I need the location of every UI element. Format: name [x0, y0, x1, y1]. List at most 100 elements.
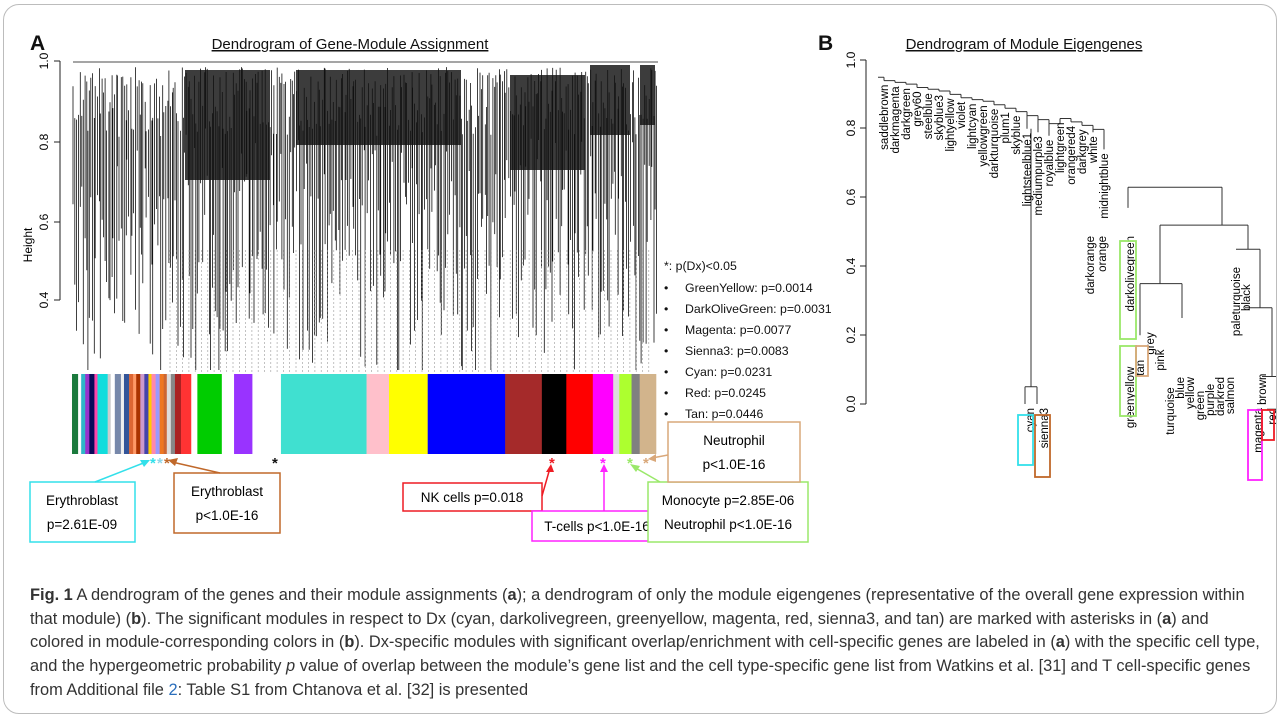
- leaf-label: paleturquoise: [1231, 267, 1243, 336]
- leaf-label: brown: [1257, 374, 1269, 405]
- module-color-segment: [619, 374, 632, 454]
- callout-text: Neutrophil p<1.0E-16: [664, 517, 792, 532]
- callout-erythroblast-cyan: Erythroblast p=2.61E-09: [29, 460, 150, 543]
- asterisk-darkolivegreen: *: [272, 455, 278, 472]
- module-color-segment: [155, 374, 160, 454]
- leaf-label: mediumpurple3: [1033, 136, 1045, 215]
- callout-text: p<1.0E-16: [703, 457, 766, 472]
- module-color-segment: [566, 374, 594, 454]
- leaf-label: midnightblue: [1099, 153, 1111, 218]
- module-color-segment: [541, 374, 567, 454]
- leaf-label: sienna3: [1039, 408, 1051, 448]
- leaf-label: magenta: [1253, 407, 1265, 452]
- caption-text: ). The significant modules in respect to…: [141, 609, 1163, 628]
- leaf-label: royalblue: [1044, 140, 1056, 187]
- panel-b-label: B: [818, 32, 833, 55]
- legend-item-darkolivegreen: DarkOliveGreen: p=0.0031: [685, 302, 832, 316]
- leaf-label: saddlebrown: [879, 85, 891, 150]
- callout-monocyte-neutrophil: Monocyte p=2.85E-06 Neutrophil p<1.0E-16: [630, 464, 809, 543]
- legend-bullet: •: [664, 323, 668, 337]
- module-color-segment: [366, 374, 390, 454]
- module-color-segment: [181, 374, 192, 454]
- module-color-segment: [221, 374, 235, 454]
- eigengene-leaf-labels: saddlebrown darkmagenta darkgreen grey60 ste…: [879, 85, 1279, 453]
- leaf-label: lightsteelblue1: [1022, 133, 1034, 207]
- significance-legend: *: p(Dx)<0.05 • GreenYellow: p=0.0014 • …: [664, 259, 832, 421]
- additional-file-link[interactable]: 2: [168, 680, 178, 699]
- leaf-label: lightcyan: [967, 104, 979, 149]
- legend-bullet: •: [664, 281, 668, 295]
- legend-item-tan: Tan: p=0.0446: [685, 407, 763, 421]
- legend-bullet: •: [664, 344, 668, 358]
- panel-a-y-axis-label: Height: [21, 227, 35, 262]
- module-highlight-box: [1034, 414, 1051, 478]
- module-color-segment: [252, 374, 282, 454]
- callout-text: Erythroblast: [46, 493, 118, 508]
- leaf-label: pink: [1155, 349, 1167, 370]
- leaf-label: lightgreen: [1055, 123, 1067, 174]
- leaf-label: red: [1267, 408, 1279, 425]
- leaf-label: skyblue3: [934, 95, 946, 140]
- module-color-segment: [114, 374, 122, 454]
- caption-text: value of overlap between the module’s ge…: [30, 657, 1251, 699]
- module-color-segment: [129, 374, 134, 454]
- leaf-label: darkgrey: [1077, 129, 1089, 174]
- module-asterisks: * * * * * * * *: [150, 455, 649, 472]
- module-color-segment: [72, 374, 79, 454]
- module-color-segment: [280, 374, 367, 454]
- panel-a-title: Dendrogram of Gene-Module Assignment: [212, 36, 490, 53]
- module-color-bar: [72, 374, 657, 454]
- callout-erythroblast-sienna: Erythroblast p<1.0E-16: [168, 458, 281, 534]
- legend-item-sienna3: Sienna3: p=0.0083: [685, 344, 789, 358]
- module-color-segment: [151, 374, 156, 454]
- legend-bullet: •: [664, 302, 668, 316]
- module-color-segment: [120, 374, 125, 454]
- leaf-label: grey60: [912, 92, 924, 127]
- panel-b-y-axis: [860, 59, 867, 405]
- leaf-label: plum1: [1000, 112, 1012, 143]
- legend-item-greenyellow: GreenYellow: p=0.0014: [685, 281, 813, 295]
- callout-text: NK cells p=0.018: [421, 490, 523, 505]
- module-highlight-box: [1119, 240, 1137, 340]
- callout-t-cells: T-cells p<1.0E-16: [531, 464, 664, 542]
- callout-text: p<1.0E-16: [196, 508, 259, 523]
- asterisk-red: *: [549, 455, 555, 472]
- legend-item-red: Red: p=0.0245: [685, 386, 766, 400]
- leaf-label: salmon: [1225, 377, 1237, 414]
- significant-module-boxes: [1017, 240, 1275, 481]
- module-color-segment: [197, 374, 223, 454]
- module-color-segment: [170, 374, 176, 454]
- dendrogram-dense-cluster: [640, 65, 655, 125]
- asterisk-greenyellow: *: [627, 455, 633, 472]
- leaf-label: turquoise: [1165, 387, 1177, 434]
- panel-b-ytick-5: 0.2: [844, 326, 858, 343]
- figure-panels: A Dendrogram of Gene-Module Assignment 1…: [21, 32, 1279, 543]
- legend-header: *: p(Dx)<0.05: [664, 259, 737, 273]
- module-color-segment: [613, 374, 620, 454]
- leaf-label: yellow: [1185, 376, 1197, 409]
- panel-b-ytick-6: 0.0: [844, 395, 858, 412]
- caption-ref: b: [344, 633, 355, 652]
- leaf-label: darkgreen: [901, 88, 913, 140]
- caption-text: ) with the specific cell type, and the h…: [30, 633, 1260, 676]
- asterisk-tan: *: [643, 455, 649, 472]
- module-color-segment: [136, 374, 141, 454]
- callout-text: Erythroblast: [191, 484, 263, 499]
- module-highlight-box: [1119, 345, 1137, 417]
- module-color-segment: [85, 374, 90, 454]
- callout-neutrophil: Neutrophil p<1.0E-16: [648, 421, 801, 483]
- leaf-label: skyblue: [1011, 116, 1023, 155]
- callout-text: p=2.61E-09: [47, 517, 117, 532]
- panel-b-title: Dendrogram of Module Eigengenes: [906, 36, 1143, 53]
- caption-text: ) and colored in module-corresponding co…: [30, 609, 1209, 652]
- dendrogram-dense-cluster: [296, 70, 461, 145]
- module-color-segment: [123, 374, 130, 454]
- caption-ref: a: [1055, 633, 1065, 652]
- asterisk-magenta: *: [600, 455, 606, 472]
- figure-frame: [3, 4, 1277, 714]
- caption-ref: a: [507, 586, 517, 604]
- asterisk-cyan-2: *: [157, 455, 163, 472]
- caption-fig-label: Fig. 1: [30, 586, 73, 604]
- legend-item-magenta: Magenta: p=0.0077: [685, 323, 791, 337]
- callout-text: Monocyte p=2.85E-06: [662, 493, 794, 508]
